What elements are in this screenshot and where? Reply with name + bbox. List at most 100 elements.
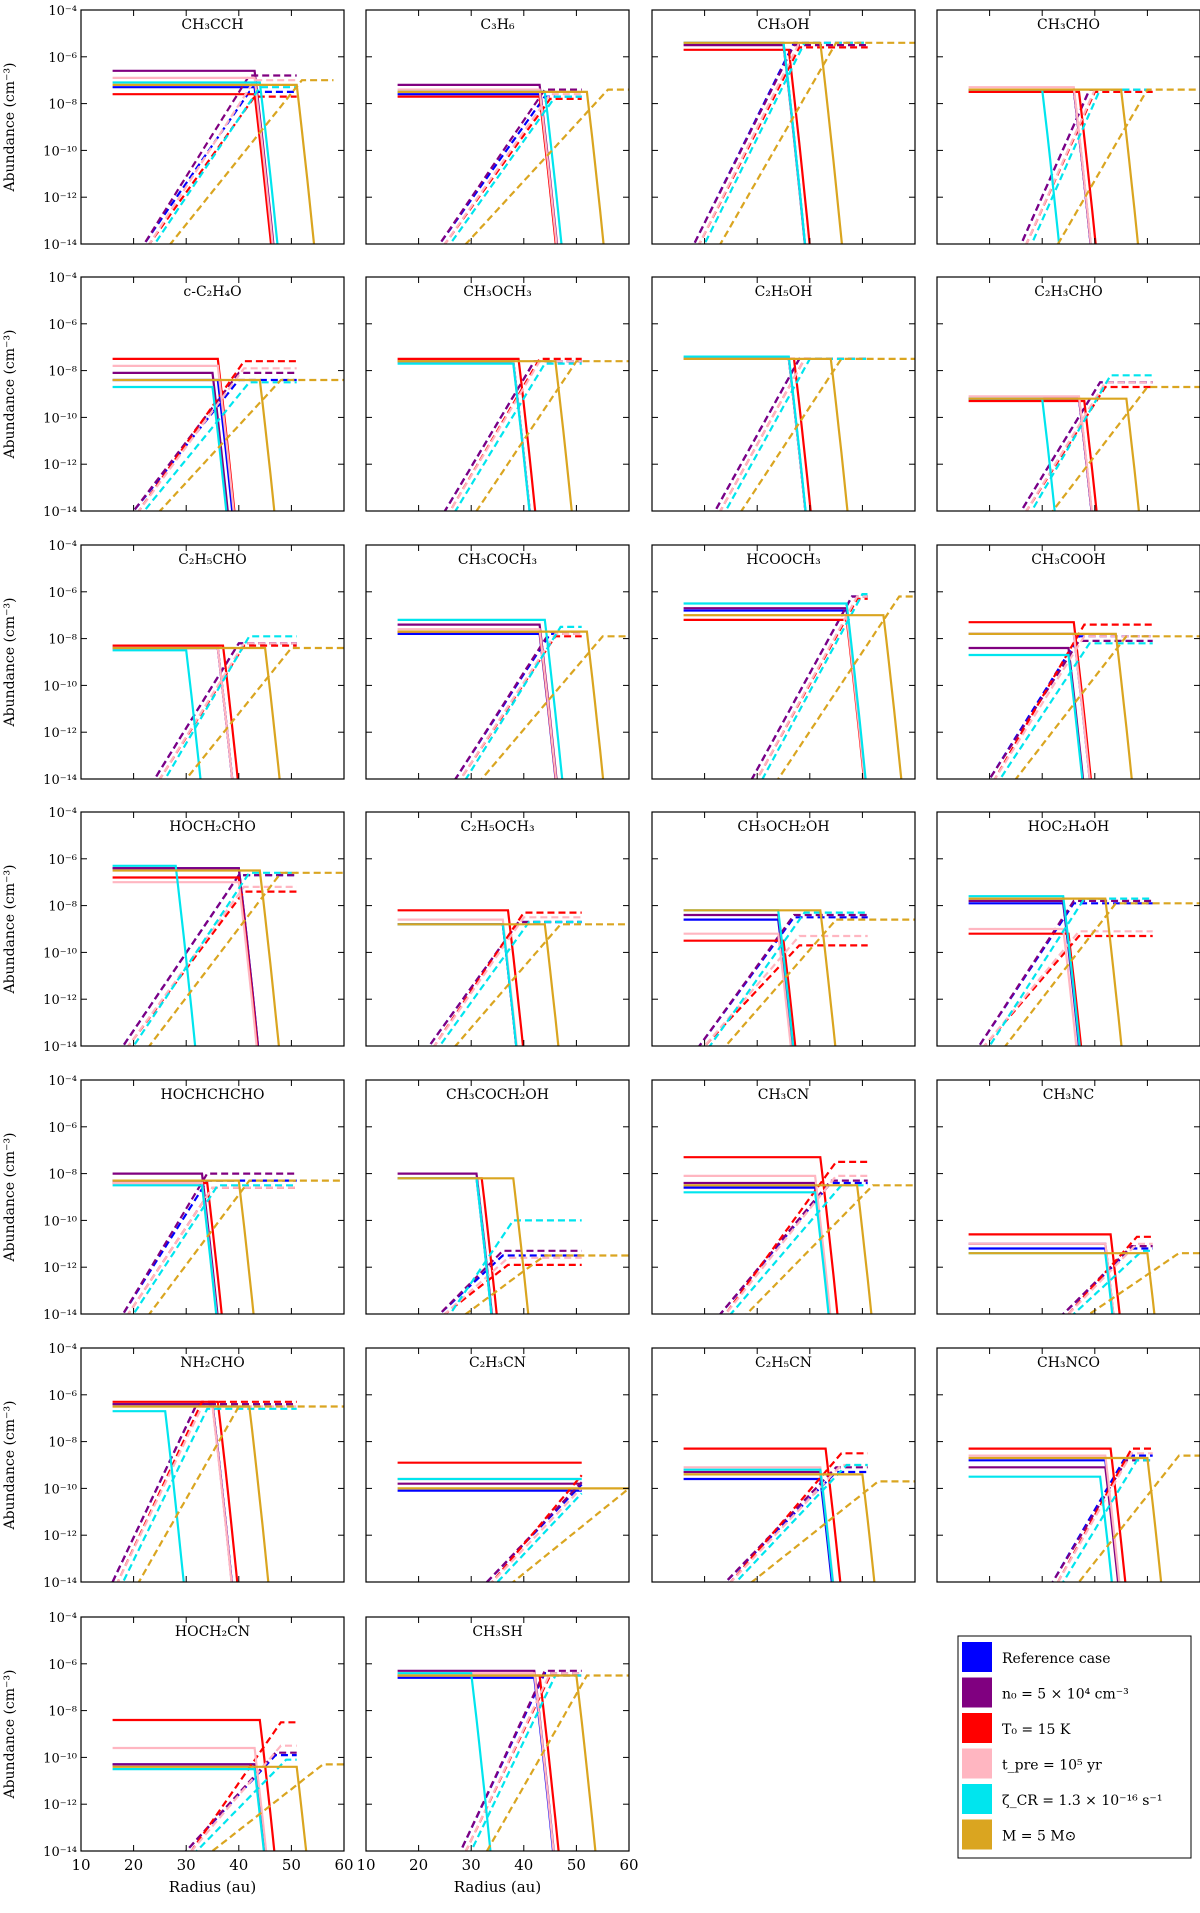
y-tick-label: 10⁻¹⁰ [43,144,77,159]
series-line-dashed [454,362,582,511]
chart-title: C₂H₃CN [469,1355,526,1371]
y-tick-label: 10⁻¹⁴ [43,238,77,253]
y-tick-label: 10⁻¹⁴ [43,1845,77,1860]
chart-panel: 10 20 30 40 50 60 CH₃SH Radius (au) [356,1616,639,1896]
x-tick-label: 10 [71,1856,90,1874]
series-group [111,1400,344,1582]
x-tick-label: 40 [229,1856,248,1874]
series-line-dashed [1051,1454,1153,1582]
series-line-solid [112,649,202,779]
legend-box: Reference case n₀ = 5 × 10⁴ cm⁻³ T₀ = 15 K… [957,1635,1192,1859]
legend-swatch [962,1713,992,1743]
y-tick-label: 10⁻¹⁰ [43,946,77,961]
series-line-dashed [132,371,297,511]
plot-frame [936,1347,1200,1583]
series-line-dashed [475,360,629,511]
chart-panel: CH₃COOH [936,544,1200,780]
series-line-dashed [729,1184,868,1314]
y-tick-label: 10⁻¹² [43,191,77,206]
series-line-solid [683,1473,876,1582]
chart-title: CH₃CN [758,1087,810,1103]
chart-title: NH₂CHO [180,1355,244,1371]
series-line-solid [397,90,605,244]
series-line-solid [683,1186,831,1314]
series-line-dashed [1020,88,1153,244]
chart-title: C₂H₅CN [755,1355,812,1371]
chart-panel: C₂H₅CN [651,1347,916,1583]
series-line-dashed [169,79,334,244]
series-line-dashed [1004,902,1200,1046]
series-line-solid [112,881,258,1046]
series-line-dashed [142,74,297,244]
series-line-solid [112,1400,239,1582]
series-line-dashed [485,1481,583,1582]
series-group [968,1233,1200,1314]
series-line-solid [397,88,558,244]
series-line-solid [112,876,259,1046]
series-line-dashed [464,1254,629,1314]
series-line-dashed [512,1487,629,1582]
series-line-dashed [148,871,344,1046]
x-tick-label: 60 [619,1856,638,1874]
chart-panel: 10⁻¹⁴ 10⁻¹² 10⁻¹⁰ 10⁻⁸ 10⁻⁶ 10⁻⁴ HOCHCHCHO Abun… [2,1074,345,1323]
series-line-dashed [464,625,582,779]
series-group [683,41,915,244]
series-line-solid [683,1156,839,1314]
series-line-solid [968,1252,1156,1314]
plot-frame [651,276,916,512]
chart-title: HOC₂H₄OH [1028,819,1110,835]
series-line-dashed [137,367,297,511]
series-line-dashed [761,592,868,779]
series-line-dashed [142,90,297,244]
series-line-solid [397,628,558,779]
chart-title: HCOOCH₃ [746,552,820,568]
series-line-dashed [433,911,582,1046]
y-axis-label: Abundance (cm⁻³) [2,1132,18,1262]
y-axis-label: Abundance (cm⁻³) [2,597,18,727]
series-line-solid [112,1763,266,1851]
series-line-solid [968,621,1092,779]
chart-title: C₂H₅OCH₃ [460,819,534,835]
y-tick-label: 10⁻¹⁴ [43,1576,77,1591]
series-line-dashed [977,899,1153,1046]
series-line-solid [683,913,794,1046]
series-line-dashed [190,1744,297,1851]
series-group [683,909,915,1046]
series-line-dashed [724,357,868,511]
series-line-dashed [703,934,868,1046]
series-line-dashed [111,1403,297,1582]
series-line-dashed [708,911,868,1046]
y-tick-label: 10⁻⁴ [48,1342,77,1357]
series-group [112,1172,344,1314]
series-line-solid [112,1405,270,1582]
y-tick-label: 10⁻¹⁰ [43,411,77,426]
series-line-dashed [158,644,297,779]
chart-panel: HOC₂H₄OH [936,811,1200,1047]
series-group [112,864,344,1046]
series-line-dashed [449,95,582,244]
series-line-solid [112,1410,185,1582]
series-line-solid [968,88,1140,244]
plot-frame [365,544,630,780]
y-tick-label: 10⁻⁸ [48,633,77,648]
series-line-solid [683,609,866,779]
series-line-solid [397,923,560,1046]
plot-frame [651,1347,916,1583]
series-line-dashed [1030,88,1153,244]
y-tick-label: 10⁻⁸ [48,1436,77,1451]
plot-frame [365,811,630,1047]
series-line-dashed [158,378,344,511]
series-line-dashed [443,1263,582,1314]
chart-title: CH₃SH [472,1624,522,1640]
x-tick-label: 50 [282,1856,301,1874]
series-line-solid [968,1466,1120,1582]
plot-frame [936,544,1200,780]
series-line-dashed [121,874,297,1046]
series-line-solid [683,43,806,244]
series-line-dashed [988,897,1153,1046]
y-tick-label: 10⁻¹² [43,1798,77,1813]
series-line-solid [968,646,1085,779]
series-line-solid [968,90,1097,244]
series-line-solid [968,632,1133,779]
